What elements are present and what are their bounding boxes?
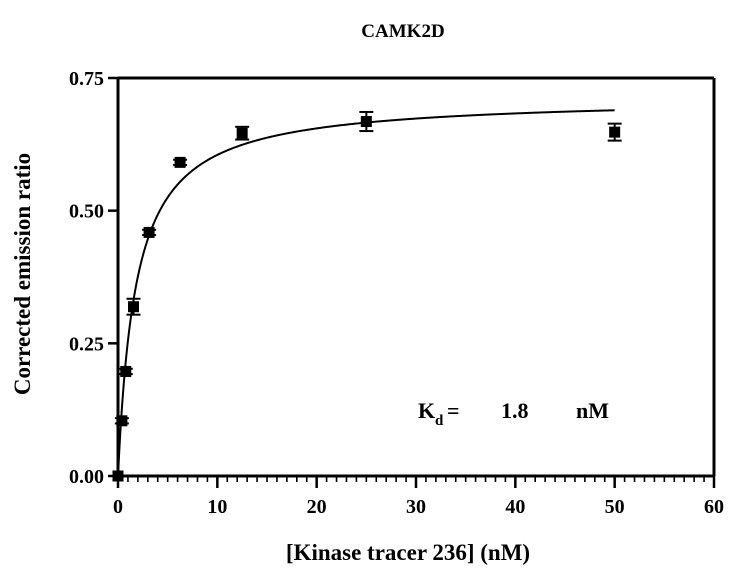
x-axis-label: [Kinase tracer 236] (nM) (286, 540, 530, 565)
data-point (120, 365, 132, 377)
x-tick-label: 0 (113, 496, 123, 518)
data-point (116, 415, 128, 427)
data-points (112, 110, 622, 482)
kd-symbol: K (418, 398, 435, 423)
kd-value: 1.8 (501, 398, 529, 423)
y-tick-label: 0.25 (69, 333, 104, 355)
data-point (609, 126, 621, 138)
y-tick-label: 0.75 (69, 68, 104, 90)
y-axis-label: Corrected emission ratio (10, 153, 35, 395)
kd-equals: = (447, 398, 460, 423)
kd-unit: nM (576, 398, 609, 423)
x-tick-label: 30 (406, 496, 426, 518)
x-tick-label: 40 (505, 496, 525, 518)
x-tick-label: 50 (605, 496, 625, 518)
data-point (143, 226, 155, 238)
y-tick-label: 0.50 (69, 201, 104, 223)
y-tick-label: 0.00 (69, 466, 104, 488)
x-tick-label: 20 (307, 496, 327, 518)
fit-layer (117, 109, 615, 477)
data-point (112, 470, 124, 482)
chart-title: CAMK2D (361, 21, 444, 42)
data-point (127, 301, 139, 313)
x-tick-label: 10 (207, 496, 227, 518)
kd-annotation: K d = 1.8 nM (418, 398, 609, 429)
data-point (174, 156, 186, 168)
data-point (360, 116, 372, 128)
axes: 0 10 20 30 40 50 60 0.00 0.25 0.50 0.75 (69, 68, 724, 518)
fit-curve (117, 109, 615, 477)
kd-subscript: d (435, 413, 444, 429)
data-point (236, 127, 248, 139)
x-tick-label: 60 (704, 496, 724, 518)
